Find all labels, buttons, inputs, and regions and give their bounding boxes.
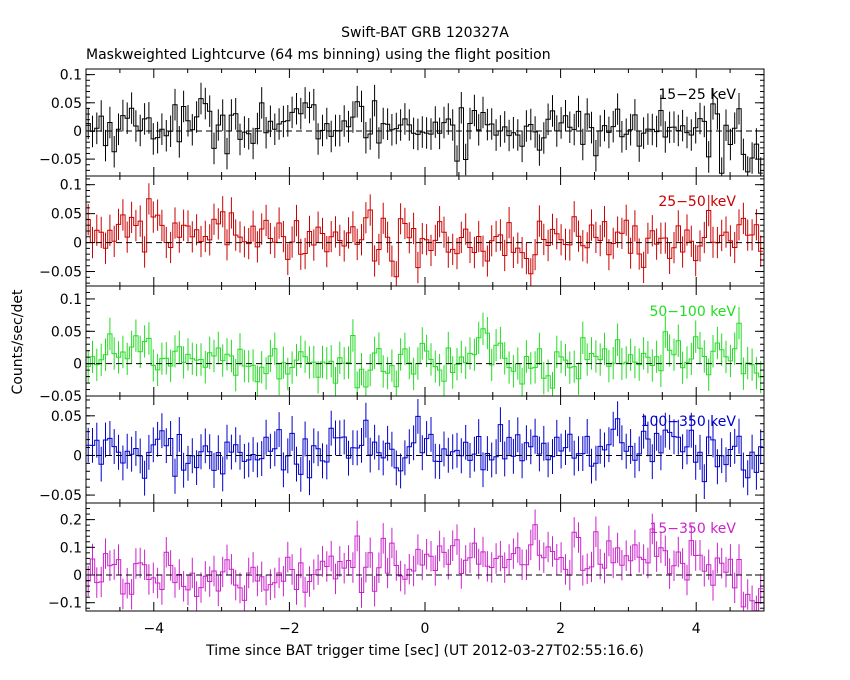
x-axis-label: Time since BAT trigger time [sec] (UT 20… xyxy=(205,643,644,659)
chart-title: Swift-BAT GRB 120327A xyxy=(341,25,509,41)
series-line xyxy=(86,198,763,278)
x-tick-label: 2 xyxy=(556,621,565,637)
y-tick-label: 0.05 xyxy=(51,324,82,340)
band-label: 15−350 keV xyxy=(649,521,736,537)
y-tick-label: 0 xyxy=(73,124,82,140)
x-tick-label: 4 xyxy=(692,621,701,637)
y-tick-label: 0 xyxy=(73,236,82,252)
x-tick-label: 0 xyxy=(421,621,430,637)
series-line xyxy=(86,322,763,389)
series-3 xyxy=(86,307,763,396)
chart-subtitle: Maskweighted Lightcurve (64 ms binning) … xyxy=(86,47,551,63)
y-tick-label: −0.05 xyxy=(39,265,82,281)
y-tick-label: 0.05 xyxy=(51,207,82,223)
y-tick-label: −0.05 xyxy=(39,152,82,168)
panel-4: −0.05 0 0.05 100−350 keV xyxy=(39,395,765,504)
x-tick-label: −2 xyxy=(279,621,300,637)
y-tick-label: 0 xyxy=(73,568,82,584)
y-axis-label: Counts/sec/det xyxy=(10,289,26,394)
y-tick-label: 0.1 xyxy=(60,540,82,556)
series-line xyxy=(86,98,763,174)
band-label: 50−100 keV xyxy=(649,304,736,320)
series-error-bars xyxy=(87,307,762,396)
band-label: 25−50 keV xyxy=(658,194,736,210)
series-line xyxy=(86,415,763,483)
y-tick-label: −0.1 xyxy=(48,596,82,612)
series-line xyxy=(86,524,763,611)
y-tick-label: 0.05 xyxy=(51,409,82,425)
panel-2: −0.05 0 0.05 0.1 25−50 keV xyxy=(39,175,765,287)
y-tick-label: 0 xyxy=(73,448,82,464)
y-tick-label: 0.05 xyxy=(51,96,82,112)
series-5 xyxy=(86,509,763,611)
y-tick-label: −0.05 xyxy=(39,488,82,504)
y-tick-label: 0.1 xyxy=(60,68,82,84)
panel-3: −0.05 0 0.05 0.1 50−100 keV xyxy=(39,285,765,405)
band-label: 100−350 keV xyxy=(641,414,737,430)
y-tick-label: −0.05 xyxy=(39,389,82,405)
panel-1: −0.05 0 0.05 0.1 15−25 keV xyxy=(39,68,765,177)
x-tick-label: −4 xyxy=(143,621,164,637)
panel-5: −0.1 0 0.1 0.2 15−350 keV xyxy=(48,502,765,612)
band-label: 15−25 keV xyxy=(658,87,736,103)
y-tick-label: 0.2 xyxy=(60,513,82,529)
y-tick-label: 0.1 xyxy=(60,292,82,308)
panels-group: −0.05 0 0.05 0.1 15−25 keV −0.05 0 0.05 0.1 25−50… xyxy=(39,68,765,637)
series-1 xyxy=(86,82,763,176)
y-tick-label: 0.1 xyxy=(60,178,82,194)
y-tick-label: 0 xyxy=(73,357,82,373)
